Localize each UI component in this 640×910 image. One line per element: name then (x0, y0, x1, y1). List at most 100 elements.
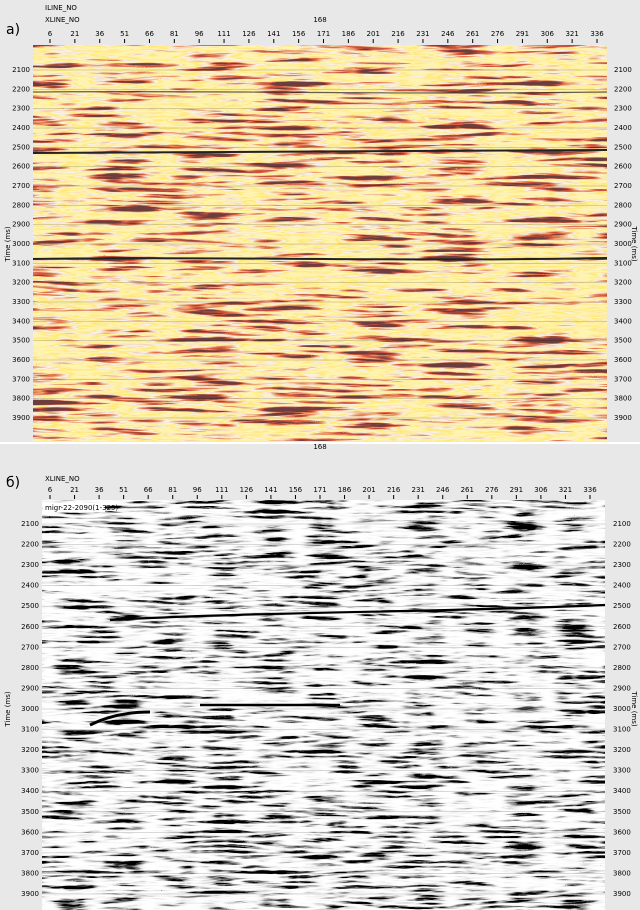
y-tick-label: 3300 (21, 767, 39, 775)
y-tick-label: 2600 (21, 623, 39, 631)
y-tick-label: 2300 (613, 561, 631, 569)
panel-label: б) (6, 475, 20, 491)
y-tick-label: 2800 (613, 664, 631, 672)
x-tick-label: 36 (95, 486, 104, 494)
y-tick-label: 2200 (12, 85, 30, 93)
x-tick-label: 321 (559, 486, 572, 494)
y-tick-label: 2400 (12, 124, 30, 132)
x-tick-label: 111 (217, 30, 230, 38)
y-tick-label: 2100 (614, 66, 632, 74)
y-tick-label: 3700 (12, 375, 30, 383)
y-tick-label: 3400 (613, 787, 631, 795)
y-tick-label: 3500 (12, 337, 30, 345)
y-tick-label: 3900 (21, 890, 39, 898)
reflectors-a (32, 90, 608, 261)
y-tick-label: 2600 (12, 163, 30, 171)
x-tick-label: 6 (48, 30, 53, 38)
y-tick-label: 3000 (613, 705, 631, 713)
y-tick-label: 3200 (613, 746, 631, 754)
y-tick-label: 3600 (21, 828, 39, 836)
y-tick-label: 2900 (12, 221, 30, 229)
x-tick-label: 141 (264, 486, 277, 494)
y-tick-label: 2900 (614, 221, 632, 229)
x-tick-label: 291 (510, 486, 523, 494)
y-tick-label: 3900 (613, 890, 631, 898)
y-tick-label: 3900 (12, 414, 30, 422)
y-tick-label: 3400 (21, 787, 39, 795)
x-tick-label: 216 (391, 30, 405, 38)
line-name-box (43, 503, 105, 512)
panel-label: a) (6, 22, 20, 38)
x-tick-label: 336 (590, 30, 604, 38)
y-tick-label: 2200 (614, 85, 632, 93)
y-tick-label: 3100 (613, 726, 631, 734)
x-tick-label: 201 (362, 486, 375, 494)
y-tick-label: 3600 (614, 356, 632, 364)
x-tick-label: 246 (441, 30, 455, 38)
x-tick-label: 96 (193, 486, 202, 494)
y-tick-label: 2700 (21, 643, 39, 651)
y-tick-label: 2700 (613, 643, 631, 651)
iline-value: 168 (313, 16, 326, 24)
y-tick-label: 3500 (21, 808, 39, 816)
y-tick-label: 3400 (12, 317, 30, 325)
y-tick-label: 2800 (614, 201, 632, 209)
x-tick-label: 111 (215, 486, 228, 494)
x-tick-label: 66 (145, 30, 154, 38)
xline-title: XLINE_NO (45, 475, 80, 483)
y-tick-label: 3100 (614, 259, 632, 267)
y-tick-label: 3700 (21, 849, 39, 857)
iline-title: ILINE_NO (45, 4, 77, 12)
y-tick-label: 2700 (12, 182, 30, 190)
y-tick-label: 3700 (613, 849, 631, 857)
y-tick-label: 3600 (613, 828, 631, 836)
y-tick-label: 3000 (21, 705, 39, 713)
y-tick-label: 3100 (21, 726, 39, 734)
x-tick-label: 231 (416, 30, 429, 38)
x-tick-label: 171 (317, 30, 330, 38)
y-tick-label: 3300 (614, 298, 632, 306)
y-tick-label: 2500 (21, 602, 39, 610)
y-tick-label: 3800 (21, 869, 39, 877)
x-tick-label: 291 (516, 30, 529, 38)
x-tick-label: 6 (48, 486, 53, 494)
x-tick-label: 231 (411, 486, 424, 494)
y-tick-label: 3100 (12, 259, 30, 267)
x-tick-label: 261 (461, 486, 474, 494)
x-tick-label: 336 (583, 486, 597, 494)
x-tick-label: 216 (387, 486, 401, 494)
y-tick-label: 2300 (614, 105, 632, 113)
y-axis-label: Time (ms) (4, 226, 12, 263)
y-tick-label: 2100 (21, 520, 39, 528)
x-tick-label: 261 (466, 30, 479, 38)
y-tick-label: 2900 (613, 684, 631, 692)
x-tick-label: 186 (338, 486, 352, 494)
y-tick-label: 3700 (614, 375, 632, 383)
y-tick-label: 2600 (613, 623, 631, 631)
y-tick-label: 2100 (12, 66, 30, 74)
y-tick-label: 3000 (614, 240, 632, 248)
x-tick-label: 51 (119, 486, 128, 494)
y-tick-label: 3200 (614, 279, 632, 287)
y-tick-label: 2300 (21, 561, 39, 569)
y-axis-label: Time (ms) (630, 225, 638, 262)
y-tick-label: 3500 (613, 808, 631, 816)
y-tick-label: 2800 (21, 664, 39, 672)
y-tick-label: 3000 (12, 240, 30, 248)
x-tick-label: 66 (144, 486, 153, 494)
y-tick-label: 2400 (613, 582, 631, 590)
x-tick-label: 21 (70, 486, 79, 494)
x-tick-label: 276 (491, 30, 505, 38)
x-tick-label: 126 (240, 486, 254, 494)
x-tick-label: 81 (168, 486, 177, 494)
y-tick-label: 2400 (21, 582, 39, 590)
x-tick-label: 306 (541, 30, 555, 38)
y-tick-label: 2900 (21, 684, 39, 692)
y-tick-label: 2800 (12, 201, 30, 209)
x-tick-label: 51 (120, 30, 129, 38)
y-tick-label: 3600 (12, 356, 30, 364)
y-tick-label: 3800 (614, 395, 632, 403)
y-tick-label: 3800 (12, 395, 30, 403)
x-tick-label: 81 (170, 30, 179, 38)
y-tick-label: 2400 (614, 124, 632, 132)
